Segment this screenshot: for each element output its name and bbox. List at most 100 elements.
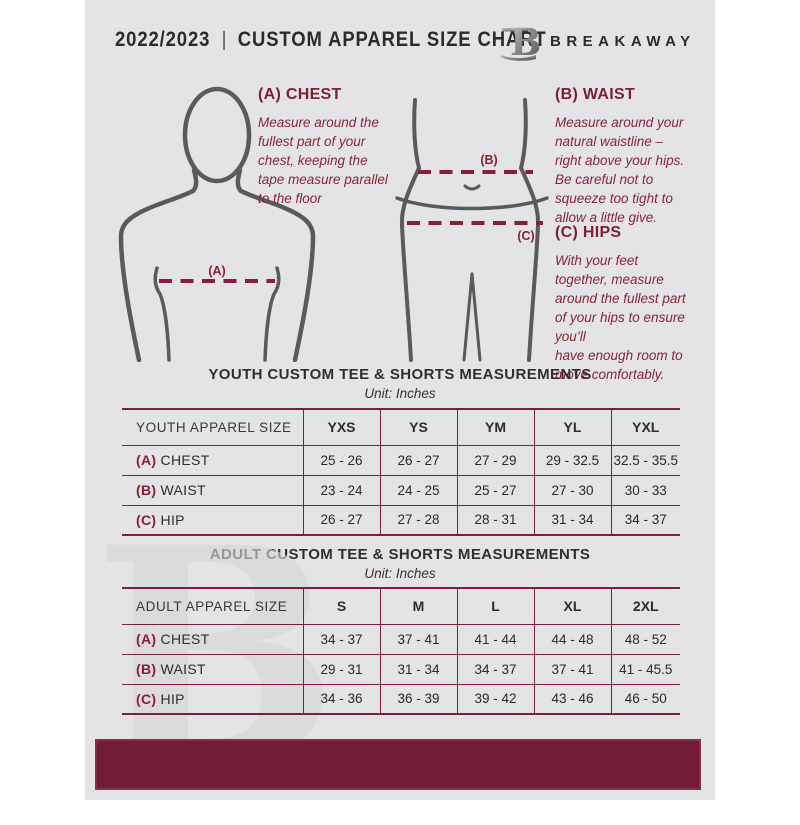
youth-table-container: YOUTH APPAREL SIZE YXS YS YM YL YXL (A) CHEST…	[122, 408, 680, 536]
measurement-cell: 46 - 50	[610, 684, 680, 714]
measurement-cell: 27 - 30	[533, 475, 611, 505]
measurement-cell: 39 - 42	[456, 684, 534, 714]
measurement-cell: 43 - 46	[533, 684, 611, 714]
page-title: CUSTOM APPAREL SIZE CHART	[237, 28, 547, 51]
waist-hips-diagram: (B) (C)	[395, 98, 549, 362]
hip-crease-line	[395, 196, 549, 211]
measurement-cell: 32.5 - 35.5	[610, 445, 680, 475]
measurement-cell: 26 - 27	[379, 445, 457, 475]
navel-mark	[463, 184, 481, 191]
measurement-cell: 36 - 39	[379, 684, 457, 714]
left-torso-outline	[399, 98, 422, 362]
footer-accent-bar	[95, 739, 701, 790]
youth-size-table: YOUTH APPAREL SIZE YXS YS YM YL YXL (A) CHEST…	[122, 408, 680, 536]
row-name: CHEST	[160, 452, 210, 468]
adult-section-title: ADULT CUSTOM TEE & SHORTS MEASUREMENTS U…	[85, 546, 715, 581]
season-label: 2022/2023	[115, 28, 211, 51]
measurement-cell: 41 - 44	[456, 624, 534, 654]
size-column-header: L	[456, 588, 534, 624]
row-label-cell: (B) WAIST	[122, 654, 303, 684]
youth-table-unit: Unit: Inches	[364, 386, 436, 401]
measurement-cell: 25 - 26	[302, 445, 380, 475]
adult-size-table: ADULT APPAREL SIZE S M L XL 2XL (A) CHEST 34 -…	[122, 587, 680, 715]
table-row: (B) WAIST 29 - 31 31 - 34 34 - 37 37 - 41 41 …	[122, 654, 680, 684]
hips-instructions: (C) HIPS With your feet together, measur…	[555, 224, 710, 384]
table-row: (B) WAIST 23 - 24 24 - 25 25 - 27 27 - 30 30 …	[122, 475, 680, 505]
measurement-cell: 34 - 36	[302, 684, 380, 714]
measurement-cell: 27 - 29	[456, 445, 534, 475]
row-label-cell: (C) HIP	[122, 505, 303, 535]
row-label-cell: (A) CHEST	[122, 445, 303, 475]
measurement-cell: 34 - 37	[456, 654, 534, 684]
measurement-cell: 25 - 27	[456, 475, 534, 505]
logo-top-bar	[502, 28, 528, 32]
waist-marker-label: (B)	[480, 153, 497, 167]
row-key: (C)	[136, 690, 161, 707]
header-divider: |	[221, 29, 227, 51]
measurement-cell: 24 - 25	[379, 475, 457, 505]
size-column-header: S	[302, 588, 380, 624]
row-name: WAIST	[160, 661, 206, 677]
row-name: CHEST	[160, 631, 210, 647]
size-chart-page: 2022/2023 | CUSTOM APPAREL SIZE CHART B …	[85, 0, 715, 800]
breakaway-logo-icon: B	[500, 20, 541, 64]
left-inner-leg	[462, 272, 474, 362]
row-label-cell: (C) HIP	[122, 684, 303, 714]
youth-section-title: YOUTH CUSTOM TEE & SHORTS MEASUREMENTS U…	[85, 366, 715, 401]
measurement-cell: 29 - 32.5	[533, 445, 611, 475]
size-column-header: M	[379, 588, 457, 624]
row-label-cell: (A) CHEST	[122, 624, 303, 654]
size-column-header: 2XL	[610, 588, 680, 624]
size-column-header: YM	[456, 409, 534, 445]
row-name: HIP	[160, 690, 185, 707]
page-header: 2022/2023 | CUSTOM APPAREL SIZE CHART	[115, 28, 547, 52]
table-header-row: ADULT APPAREL SIZE S M L XL 2XL	[122, 588, 680, 624]
row-key: (A)	[136, 452, 161, 468]
measurement-cell: 34 - 37	[610, 505, 680, 535]
measurement-cell: 31 - 34	[379, 654, 457, 684]
waist-heading: (B) WAIST	[555, 86, 636, 103]
measurement-cell: 44 - 48	[533, 624, 611, 654]
measurement-cell: 34 - 37	[302, 624, 380, 654]
measurement-cell: 37 - 41	[379, 624, 457, 654]
adult-table-container: ADULT APPAREL SIZE S M L XL 2XL (A) CHEST 34 -…	[122, 587, 680, 715]
hips-marker-label: (C)	[517, 229, 534, 243]
measurement-cell: 48 - 52	[610, 624, 680, 654]
size-column-header: YS	[379, 409, 457, 445]
measurement-cell: 23 - 24	[302, 475, 380, 505]
left-shoulder-arm	[118, 167, 199, 362]
measurement-cell: 27 - 28	[379, 505, 457, 535]
measurement-cell: 41 - 45.5	[610, 654, 680, 684]
adult-table-unit: Unit: Inches	[364, 566, 436, 581]
table-row: (C) HIP 34 - 36 36 - 39 39 - 42 43 - 46 46 - …	[122, 684, 680, 714]
chest-body-text: Measure around the fullest part of your …	[258, 115, 388, 206]
table-row: (A) CHEST 34 - 37 37 - 41 41 - 44 44 - 48 48 …	[122, 624, 680, 654]
row-key: (B)	[136, 482, 161, 498]
chest-instructions: (A) CHEST Measure around the fullest par…	[258, 86, 408, 208]
measurement-cell: 31 - 34	[533, 505, 611, 535]
hips-heading: (C) HIPS	[555, 224, 622, 241]
measurement-cell: 26 - 27	[302, 505, 380, 535]
size-header-label: ADULT APPAREL SIZE	[136, 598, 288, 614]
right-torso-outline	[518, 98, 541, 362]
waist-body-text: Measure around your natural waistline – …	[555, 115, 685, 225]
measurement-cell: 29 - 31	[302, 654, 380, 684]
right-inner-leg	[470, 272, 482, 362]
measurement-cell: 30 - 33	[610, 475, 680, 505]
left-chest-line	[153, 266, 171, 362]
measurement-cell: 37 - 41	[533, 654, 611, 684]
row-key: (B)	[136, 661, 161, 677]
chest-marker-label: (A)	[208, 264, 225, 278]
size-column-header: YXS	[302, 409, 380, 445]
row-label-cell: (B) WAIST	[122, 475, 303, 505]
measurement-cell: 28 - 31	[456, 505, 534, 535]
table-row: (A) CHEST 25 - 26 26 - 27 27 - 29 29 - 32.5 3…	[122, 445, 680, 475]
size-column-header: YXL	[610, 409, 680, 445]
hips-body-text: With your feet together, measure around …	[555, 253, 686, 382]
youth-table-title: YOUTH CUSTOM TEE & SHORTS MEASUREMENTS	[208, 366, 592, 383]
brand-name: BREAKAWAY	[550, 33, 696, 50]
adult-table-title: ADULT CUSTOM TEE & SHORTS MEASUREMENTS	[209, 546, 591, 563]
right-shoulder-arm	[235, 167, 316, 362]
right-chest-line	[263, 266, 281, 362]
size-header-label: YOUTH APPAREL SIZE	[136, 419, 292, 435]
